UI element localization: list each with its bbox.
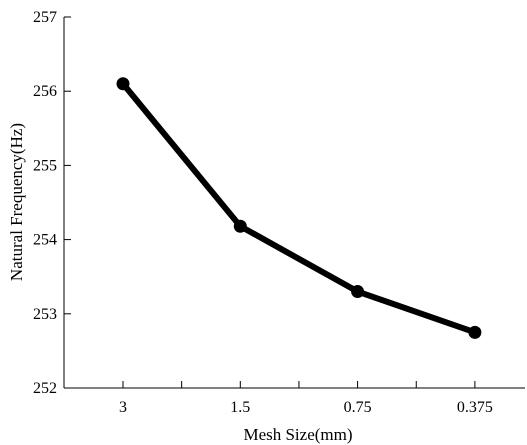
series-line: [120, 80, 478, 336]
y-tick-label: 253: [33, 306, 57, 323]
x-tick-label: 0.375: [457, 399, 493, 416]
x-tick-label: 0.75: [344, 399, 372, 416]
series-layer: [116, 77, 482, 339]
y-tick-label: 252: [33, 380, 57, 397]
data-point: [116, 77, 130, 91]
y-tick-label: 257: [33, 9, 57, 26]
y-tick-label: 256: [33, 83, 57, 100]
x-axis-title: Mesh Size(mm): [243, 425, 352, 444]
y-tick-label: 254: [33, 232, 57, 249]
x-tick-label: 1.5: [230, 399, 250, 416]
y-tick-label: 255: [33, 157, 57, 174]
data-point: [468, 325, 482, 339]
y-axis-ticks: 252 253 254 255 256 257: [33, 9, 71, 397]
data-point: [233, 219, 247, 233]
axes: [63, 17, 525, 389]
x-axis-ticks: 3 1.5 0.75 0.375: [119, 381, 493, 416]
x-tick-label: 3: [119, 399, 127, 416]
data-point: [351, 285, 365, 299]
y-axis-title: Natural Frequency(Hz): [7, 123, 26, 281]
